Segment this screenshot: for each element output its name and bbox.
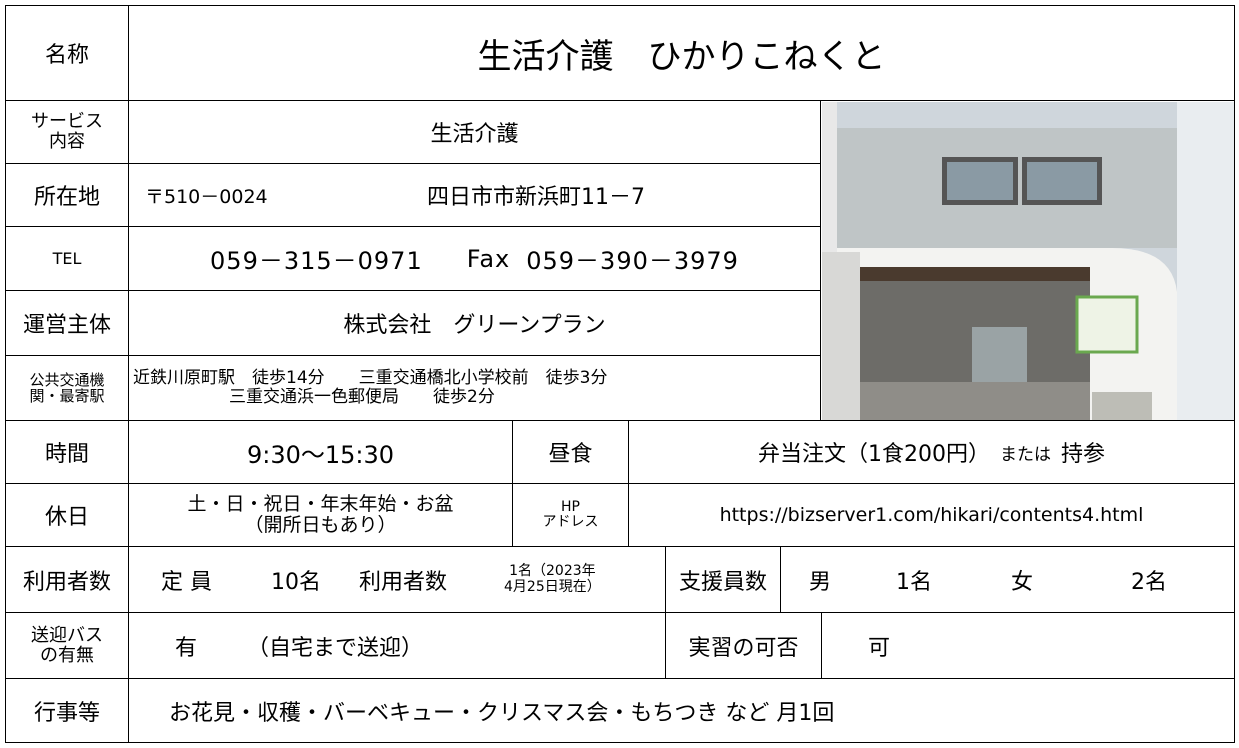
photo — [820, 100, 1235, 421]
value: 可 — [821, 612, 1235, 679]
label-line: 公共交通機 — [29, 370, 105, 389]
holiday-line: （開所日もあり） — [244, 514, 397, 536]
label-line: の有無 — [40, 644, 94, 666]
capacity: 10名 — [271, 569, 321, 595]
value: 株式会社 グリーンプラン — [128, 290, 821, 356]
label-line: アドレス — [542, 514, 599, 530]
value: 9:30～15:30 — [128, 420, 513, 484]
holiday-line: 土・日・祝日・年末年始・お盆 — [187, 493, 454, 516]
fax: 059－390－3979 — [526, 247, 739, 275]
value: 土・日・祝日・年末年始・お盆 （開所日もあり） — [128, 483, 513, 547]
value: 059－315－0971 Fax 059－390－3979 — [128, 226, 821, 291]
lunch: 弁当注文（1食200円） — [757, 442, 990, 467]
label: 支援員数 — [665, 546, 781, 613]
value: 有 （自宅まで送迎） — [128, 612, 666, 679]
label: 運営主体 — [5, 290, 129, 356]
users: 1名（2023年 4月25日現在） — [504, 563, 601, 595]
label: HP アドレス — [512, 483, 629, 547]
users-label: 利用者数 — [359, 569, 448, 595]
bus-note: （自宅まで送迎） — [247, 635, 424, 661]
tel: 059－315－0971 — [210, 247, 423, 275]
building-photo — [821, 101, 1234, 420]
label: 時間 — [5, 420, 129, 484]
users-line: 4月25日現在） — [504, 578, 601, 595]
capacity-label: 定 員 — [161, 569, 212, 595]
label-line: 関・最寄駅 — [29, 387, 105, 405]
hp-url: https://bizserver1.com/hikari/contents4.… — [628, 483, 1235, 547]
label: 昼食 — [512, 420, 629, 484]
label: 行事等 — [5, 678, 129, 743]
label-line: HP — [561, 498, 580, 515]
male: 1名 — [896, 569, 932, 595]
label-line: 送迎バス — [31, 624, 103, 646]
address: 四日市市新浜町11－7 — [427, 185, 645, 210]
access-line: 三重交通浜一色郵便局 徒歩2分 — [229, 387, 495, 407]
male-label: 男 — [809, 569, 832, 595]
label-line: サービス — [31, 111, 103, 133]
value: 近鉄川原町駅 徒歩14分 三重交通橋北小学校前 徒歩3分 三重交通浜一色郵便局 徒… — [128, 355, 821, 421]
users-line: 1名（2023年 — [509, 563, 596, 580]
postal: 〒510－0024 — [145, 185, 268, 208]
value: 定 員 10名 利用者数 1名（2023年 4月25日現在） — [128, 546, 666, 613]
label: 公共交通機 関・最寄駅 — [5, 355, 129, 421]
label: 所在地 — [5, 163, 129, 227]
female: 2名 — [1131, 569, 1167, 595]
label: TEL — [5, 226, 129, 291]
label: 実習の可否 — [665, 612, 822, 679]
label: 休日 — [5, 483, 129, 547]
value: 弁当注文（1食200円） または 持参 — [628, 420, 1235, 484]
facility-name: 生活介護 ひかりこねくと — [128, 5, 1235, 101]
value: 男 1名 女 2名 — [780, 546, 1235, 613]
value: お花見・収穫・バーベキュー・クリスマス会・もちつき など 月1回 — [128, 678, 1235, 743]
lunch-alt: 持参 — [1060, 442, 1105, 467]
female-label: 女 — [1011, 569, 1034, 595]
fax-label: Fax — [466, 244, 511, 273]
value: 生活介護 — [128, 100, 821, 164]
access-line: 近鉄川原町駅 徒歩14分 三重交通橋北小学校前 徒歩3分 — [133, 368, 608, 389]
label: 名称 — [5, 5, 129, 101]
bus: 有 — [175, 635, 198, 661]
label: 利用者数 — [5, 546, 129, 613]
label-line: 内容 — [49, 131, 85, 152]
value: 〒510－0024 四日市市新浜町11－7 — [128, 163, 821, 227]
label: サービス 内容 — [5, 100, 129, 164]
label: 送迎バス の有無 — [5, 612, 129, 679]
lunch-or: または — [999, 444, 1051, 465]
